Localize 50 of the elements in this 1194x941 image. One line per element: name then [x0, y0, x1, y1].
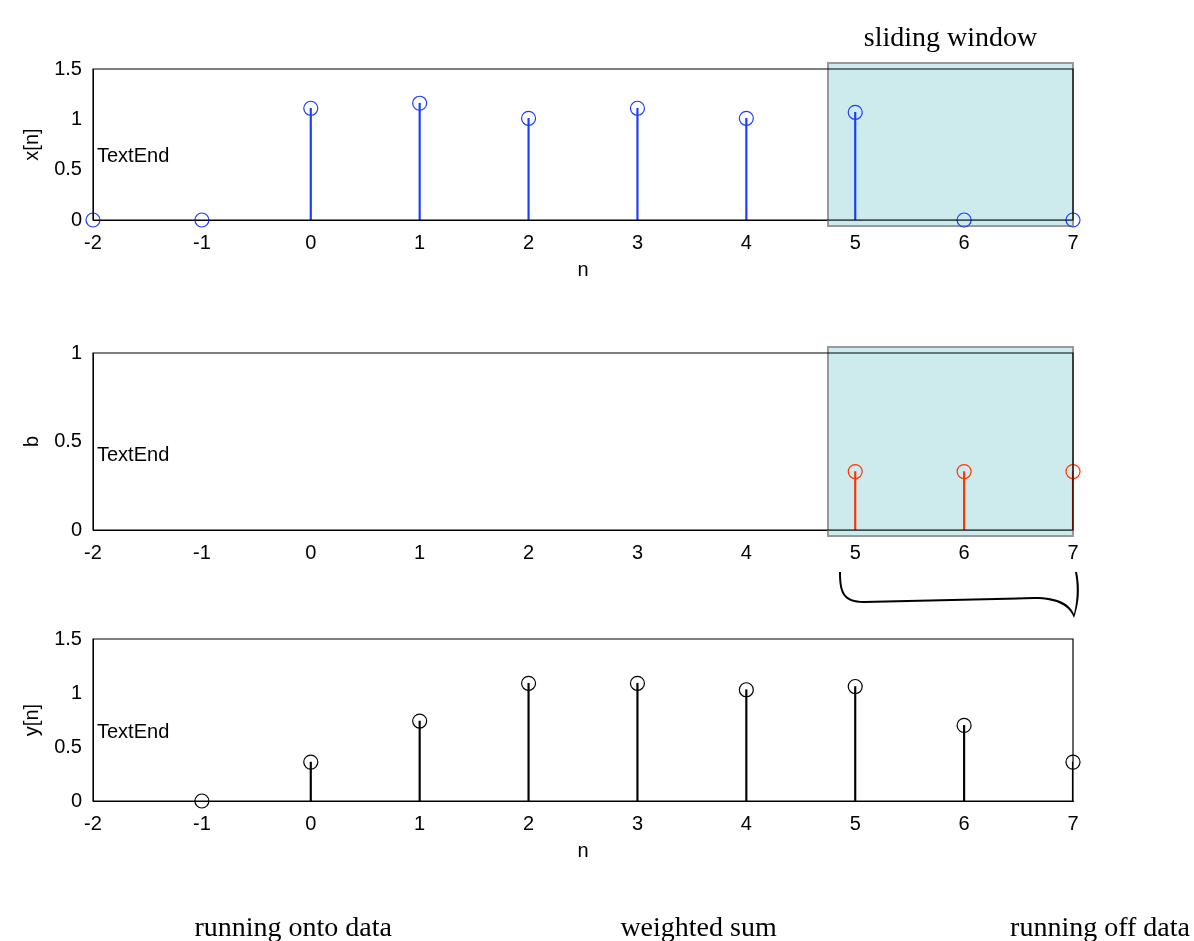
x-tick-label: 7 [1067, 811, 1079, 834]
x-tick-label: 4 [740, 540, 752, 563]
x-axis-title: n [577, 838, 589, 861]
x-tick-label: 1 [414, 540, 426, 563]
y-tick-label: 1.5 [54, 56, 82, 79]
x-tick-label: -2 [84, 811, 102, 834]
annotation: TextEnd [97, 720, 170, 743]
x-tick-label: 3 [631, 230, 644, 253]
y-tick-label: 1 [70, 680, 82, 703]
x-tick-label: 0 [305, 230, 317, 253]
x-tick-label: -1 [192, 230, 211, 253]
x-tick-label: 0 [305, 540, 317, 563]
annotation: TextEnd [97, 443, 170, 466]
x-tick-label: 5 [849, 811, 861, 834]
x-tick-label: 6 [958, 540, 970, 563]
x-tick-label: 2 [522, 811, 535, 834]
x-tick-label: 6 [958, 811, 970, 834]
x-tick-label: 7 [1067, 540, 1079, 563]
x-tick-label: 4 [740, 230, 752, 253]
x-tick-label: 3 [631, 811, 644, 834]
y-tick-label: 0.5 [54, 429, 82, 452]
x-tick-label: -2 [84, 230, 102, 253]
y-tick-label: 0 [70, 517, 82, 540]
band-label: sliding window [863, 21, 1038, 53]
y-tick-label: 0 [70, 788, 82, 811]
x-axis-title: n [577, 257, 589, 280]
x-tick-label: 2 [522, 230, 535, 253]
x-tick-label: 5 [849, 540, 861, 563]
y-axis-title: x[n] [19, 128, 42, 161]
y-tick-label: 1.5 [54, 626, 82, 649]
y-axis-title: b [19, 435, 42, 448]
x-tick-label: -1 [192, 811, 211, 834]
x-tick-label: 4 [740, 811, 752, 834]
x-tick-label: 3 [631, 540, 644, 563]
y-tick-label: 0 [70, 207, 82, 230]
x-tick-label: 0 [305, 811, 317, 834]
x-tick-label: 7 [1067, 230, 1079, 253]
x-tick-label: -2 [84, 540, 102, 563]
y-tick-label: 1 [70, 106, 82, 129]
annotation: TextEnd [97, 144, 170, 167]
y-tick-label: 1 [70, 340, 82, 363]
y-axis-title: y[n] [19, 703, 42, 737]
x-tick-label: 2 [522, 540, 535, 563]
y-tick-label: 0.5 [54, 734, 82, 757]
x-tick-label: 5 [849, 230, 861, 253]
x-tick-label: 1 [414, 811, 426, 834]
x-tick-label: -1 [192, 540, 211, 563]
y-tick-label: 0.5 [54, 157, 82, 180]
x-tick-label: 6 [958, 230, 970, 253]
x-tick-label: 1 [414, 230, 426, 253]
